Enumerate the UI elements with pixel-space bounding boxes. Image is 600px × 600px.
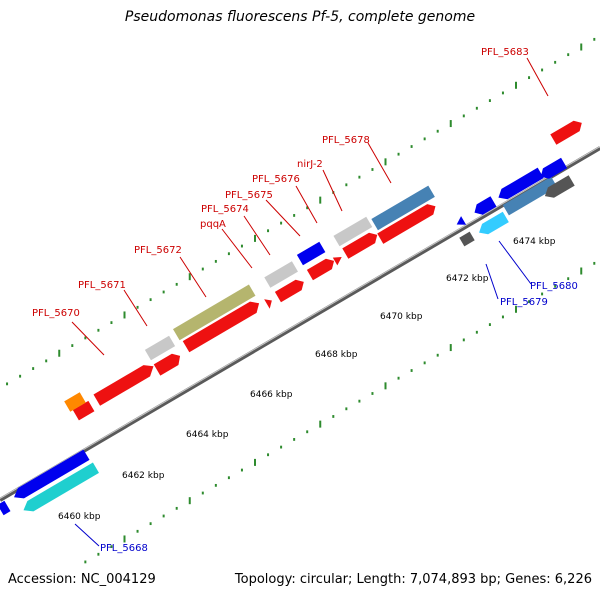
gene-pfl-5671[interactable]	[144, 335, 176, 361]
gene-label-pfl-5675: PFL_5675	[225, 190, 273, 201]
gene-pfl-5678b[interactable]	[377, 201, 438, 244]
gene-pfl-5674[interactable]	[264, 261, 298, 288]
scale-labels: 6460 kbp 6462 kbp 6464 kbp 6466 kbp 6468…	[58, 237, 556, 522]
gene-label-pfl-5676: PFL_5676	[252, 174, 300, 185]
gene-orange[interactable]	[64, 392, 86, 412]
gene-pfl-5672b[interactable]	[182, 298, 263, 353]
scale-label: 6464 kbp	[186, 430, 229, 440]
gene-label-pfl-5680: PFL_5680	[530, 281, 578, 292]
gene-pfl-5682[interactable]	[538, 157, 568, 182]
gene-pfl-5675[interactable]	[296, 241, 326, 266]
gene-label-pfl-5679: PFL_5679	[500, 297, 548, 308]
gene-labels: PFL_5670 PFL_5671 PFL_5672 pqqA PFL_5674…	[32, 47, 578, 554]
gene-label-pfl-5668: PFL_5668	[100, 543, 148, 554]
forward-genes	[64, 118, 585, 421]
gene-pfl-5680[interactable]	[476, 211, 509, 238]
gene-label-pfl-5674: PFL_5674	[201, 204, 249, 215]
gene-pfl-5680b[interactable]	[471, 196, 497, 217]
gene-pfl-5683[interactable]	[550, 118, 585, 145]
gene-pfl-5674b[interactable]	[274, 277, 307, 303]
gene-pfl-5681[interactable]	[502, 176, 558, 216]
scale-label: 6462 kbp	[122, 471, 165, 481]
gene-nirj-2[interactable]	[333, 216, 373, 247]
gene-pfl-5676b[interactable]	[306, 256, 337, 281]
gene-nirj-2b[interactable]	[342, 230, 380, 259]
scale-label: 6460 kbp	[58, 512, 101, 522]
reverse-genes	[0, 157, 575, 516]
leader-lines	[71, 57, 549, 547]
gene-label-pfl-5671: PFL_5671	[78, 280, 126, 291]
gene-pfl-5678[interactable]	[371, 185, 435, 231]
gene-label-pfl-5672: PFL_5672	[134, 245, 182, 256]
gene-pfl-5670[interactable]	[93, 361, 158, 406]
gene-label-nirj-2: nirJ-2	[297, 159, 323, 170]
scale-label: 6468 kbp	[315, 350, 358, 360]
gene-pfl-5668[interactable]	[20, 462, 99, 516]
scale-label: 6466 kbp	[250, 390, 293, 400]
tick-dots	[6, 37, 596, 564]
genome-backbone	[0, 146, 600, 502]
gene-label-pfl-5670: PFL_5670	[32, 308, 80, 319]
gene-label-pfl-5683: PFL_5683	[481, 47, 529, 58]
gene-label-pfl-5678: PFL_5678	[322, 135, 370, 146]
gene-pfl-5668b[interactable]	[11, 449, 90, 503]
gene-pfl-5669[interactable]	[72, 400, 95, 421]
gene-pfl-5681b[interactable]	[495, 167, 544, 203]
gene-left-edge[interactable]	[0, 500, 11, 516]
gene-label-pqqa: pqqA	[200, 219, 226, 230]
map-title: Pseudomonas fluorescens Pf-5, complete g…	[124, 9, 476, 25]
gene-pfl-5679-arrow[interactable]	[454, 216, 467, 229]
gene-pfl-5670b[interactable]	[153, 351, 184, 376]
gene-pfl-5682b[interactable]	[542, 175, 575, 201]
scale-label: 6470 kbp	[380, 312, 423, 322]
scale-label: 6474 kbp	[513, 237, 556, 247]
gene-pqqA[interactable]	[264, 296, 275, 309]
scale-label: 6472 kbp	[446, 274, 489, 284]
genome-summary-text: Topology: circular; Length: 7,074,893 bp…	[234, 572, 592, 587]
genome-backbone-highlight	[0, 146, 600, 499]
gene-pfl-5672[interactable]	[173, 284, 256, 341]
accession-text: Accession: NC_004129	[8, 572, 156, 587]
gene-pfl-5676c[interactable]	[332, 254, 344, 266]
gene-pfl-5679[interactable]	[459, 231, 475, 247]
